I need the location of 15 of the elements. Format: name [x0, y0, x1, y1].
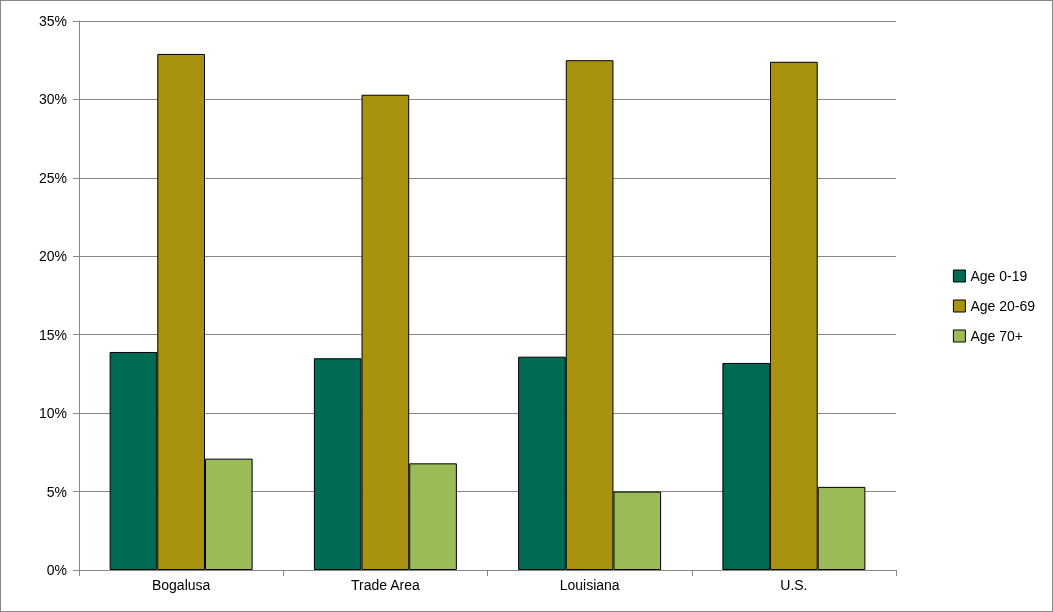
y-tick-label: 35% [38, 13, 67, 29]
legend-label: Age 20-69 [970, 298, 1036, 314]
x-tick-label: Bogalusa [151, 577, 211, 593]
y-tick-label: 25% [38, 169, 67, 186]
y-tick-label: 10% [38, 405, 67, 422]
legend-label: Age 70+ [970, 328, 1023, 344]
x-tick-label: Louisiana [559, 577, 620, 593]
y-tick-label: 0% [46, 562, 67, 578]
y-tick-label: 30% [38, 91, 67, 108]
x-tick-label: Trade Area [351, 577, 420, 593]
y-tick-label: 5% [46, 483, 67, 500]
y-tick-label: 15% [38, 326, 67, 343]
y-tick-label: 20% [38, 248, 67, 265]
x-tick-label: U.S. [780, 577, 808, 593]
legend-label: Age 0-19 [970, 268, 1028, 284]
